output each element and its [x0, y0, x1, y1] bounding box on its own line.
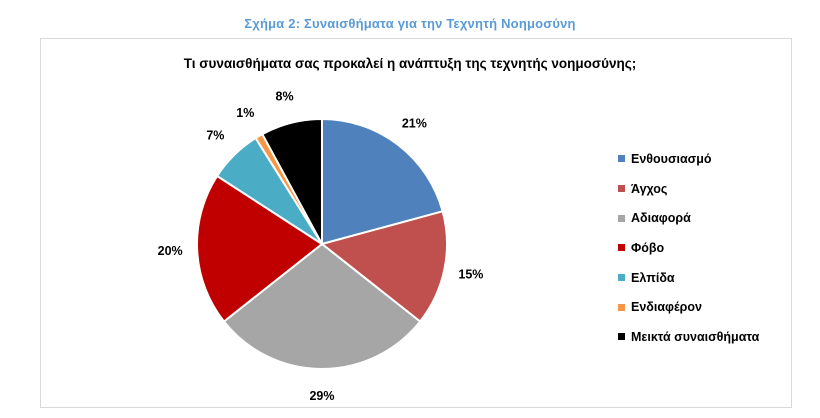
chart-legend: Ενθουσιασμό Άγχος Αδιαφορά Φόβο Ελπίδα Ενδιαφ…	[618, 144, 759, 352]
legend-swatch	[618, 244, 625, 252]
legend-swatch	[618, 274, 625, 282]
legend-item: Ενδιαφέρον	[618, 292, 759, 322]
legend-swatch	[618, 214, 625, 222]
legend-item: Ελπίδα	[618, 263, 759, 293]
chart-title: Τι συναισθήματα σας προκαλεί η ανάπτυξη …	[183, 56, 637, 71]
pie-slice	[196, 174, 324, 323]
legend-item: Μεικτά συναισθήματα	[618, 322, 759, 352]
pie-slice	[321, 117, 444, 246]
legend-label: Ενθουσιασμό	[631, 151, 712, 166]
legend-item: Άγχος	[618, 174, 759, 204]
data-label: 29%	[309, 389, 334, 403]
data-label: 15%	[458, 268, 483, 282]
data-label: 1%	[236, 106, 254, 120]
data-label: 8%	[276, 90, 294, 104]
legend-swatch	[618, 333, 625, 341]
legend-label: Αδιαφορά	[631, 211, 691, 226]
legend-label: Ενδιαφέρον	[631, 300, 702, 315]
data-label: 21%	[402, 116, 427, 130]
data-label: 7%	[206, 129, 224, 143]
figure-caption: Σχήμα 2: Συναισθήματα για την Τεχνητή Νο…	[244, 16, 576, 31]
legend-swatch	[618, 185, 625, 193]
legend-item: Αδιαφορά	[618, 203, 759, 233]
pie-slice	[260, 117, 323, 245]
pie-slice	[222, 242, 422, 370]
legend-label: Ελπίδα	[631, 270, 675, 285]
legend-swatch	[618, 155, 625, 163]
data-label: 20%	[158, 244, 183, 258]
legend-label: Άγχος	[631, 181, 668, 196]
legend-label: Φόβο	[631, 240, 665, 255]
legend-item: Φόβο	[618, 233, 759, 263]
legend-label: Μεικτά συναισθήματα	[631, 329, 760, 344]
pie-slice	[319, 210, 448, 323]
legend-item: Ενθουσιασμό	[618, 144, 759, 174]
legend-swatch	[618, 303, 625, 311]
